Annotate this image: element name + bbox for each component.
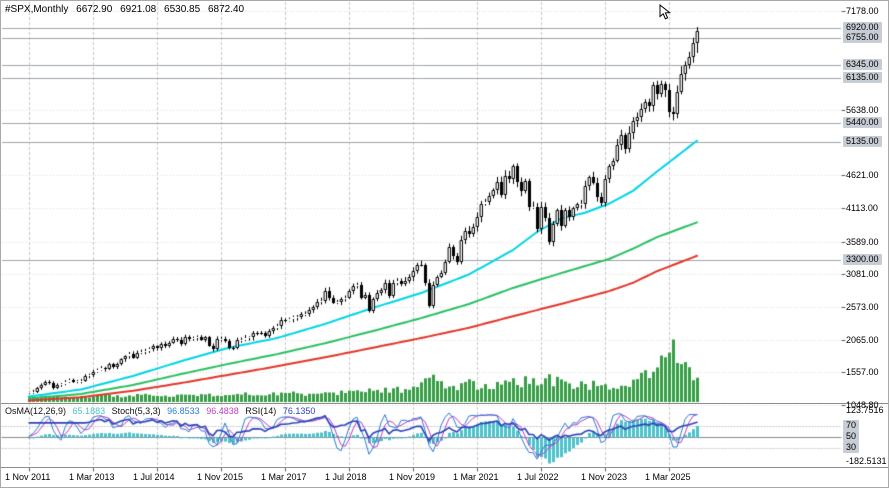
stoch-signal-value: 96.4838: [206, 406, 239, 416]
osma-value: 65.1883: [72, 406, 106, 416]
price-level-badge[interactable]: 6755.00: [843, 32, 882, 43]
time-tick-label: 1 Nov 2015: [197, 472, 244, 482]
price-tick-label: 5638.00: [846, 105, 879, 115]
open-value: 6672.90: [76, 4, 113, 15]
indicator-level-badge[interactable]: 30: [843, 442, 860, 453]
indicator-window-label: OsMA(12,26,9) 65.1883 Stoch(5,3,3) 96.85…: [5, 406, 319, 416]
timescale-separator: [1, 467, 888, 468]
osma-name: OsMA(12,26,9): [5, 406, 67, 416]
price-level-badge[interactable]: 6920.00: [843, 22, 882, 33]
rsi-name: RSI(14): [245, 406, 277, 416]
time-tick-label: 1 Jul 2018: [325, 472, 367, 482]
price-tick-label: 1048.80: [846, 400, 879, 410]
price-level-badge[interactable]: 5440.00: [843, 117, 882, 128]
price-level-badge[interactable]: 5135.00: [843, 136, 882, 147]
price-level-badge[interactable]: 6135.00: [843, 72, 882, 83]
time-tick-label: 1 Mar 2013: [69, 472, 115, 482]
time-tick-label: 1 Mar 2025: [645, 472, 691, 482]
price-level-badge[interactable]: 3300.00: [843, 254, 882, 265]
indicator-level-badge[interactable]: 50: [843, 431, 860, 442]
indicator-level-badge[interactable]: 70: [843, 420, 860, 431]
price-level-badge[interactable]: 6345.00: [843, 59, 882, 70]
symbol-timeframe-label: #SPX,Monthly: [5, 4, 69, 15]
high-value: 6921.08: [120, 4, 157, 15]
low-value: 6530.85: [164, 4, 201, 15]
price-tick-label: 7178.00: [846, 6, 879, 16]
price-tick-label: 3081.00: [846, 269, 879, 279]
price-tick-label: 4113.00: [846, 203, 878, 213]
chart-ohlc-header: #SPX,Monthly 6672.90 6921.08 6530.85 687…: [5, 4, 249, 15]
time-tick-label: 1 Nov 2019: [389, 472, 436, 482]
time-tick-label: 1 Nov 2023: [581, 472, 628, 482]
time-tick-label: 1 Nov 2011: [5, 472, 51, 482]
time-tick-label: 1 Jul 2014: [133, 472, 175, 482]
stoch-main-value: 96.8533: [167, 406, 200, 416]
indicator-scale-bottom-label: -182.5131: [846, 456, 887, 466]
time-tick-label: 1 Jul 2022: [517, 472, 559, 482]
time-tick-label: 1 Mar 2017: [261, 472, 307, 482]
stoch-name: Stoch(5,3,3): [111, 406, 161, 416]
indicator-scale-top-label: 123.7516: [846, 405, 884, 415]
mouse-cursor-icon: [659, 4, 671, 20]
price-tick-label: 2065.00: [846, 335, 879, 345]
rsi-value: 76.1350: [282, 406, 316, 416]
price-tick-label: 4621.00: [846, 170, 879, 180]
pane-resize-separator[interactable]: [1, 403, 888, 404]
time-tick-label: 1 Mar 2021: [453, 472, 499, 482]
price-tick-label: 1557.00: [846, 367, 879, 377]
close-value: 6872.40: [207, 4, 245, 15]
price-tick-label: 3589.00: [846, 237, 879, 247]
price-tick-label: 2573.00: [846, 302, 879, 312]
